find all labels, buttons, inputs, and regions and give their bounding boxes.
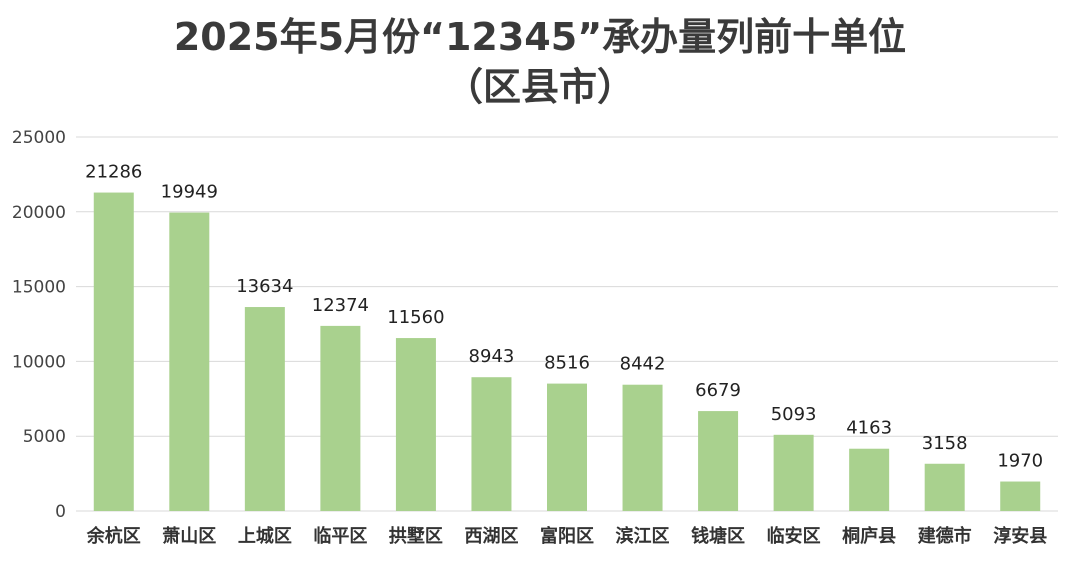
bar-6 — [471, 377, 512, 511]
data-label: 12374 — [312, 295, 369, 316]
data-label: 4163 — [846, 418, 892, 439]
data-label: 5093 — [771, 404, 817, 425]
bar-12 — [924, 463, 965, 511]
x-tick-label: 滨江区 — [616, 525, 670, 547]
bar-10 — [773, 434, 814, 511]
x-tick-label: 西湖区 — [464, 526, 518, 547]
data-label: 19949 — [161, 182, 218, 203]
data-label: 13634 — [236, 276, 293, 297]
data-label: 21286 — [85, 162, 142, 183]
x-tick-label: 萧山区 — [162, 526, 216, 547]
bar-5 — [395, 338, 436, 511]
x-tick-label: 建德市 — [918, 525, 972, 547]
x-tick-label: 拱墅区 — [389, 525, 443, 547]
y-tick-label: 15000 — [12, 278, 66, 298]
y-tick-label: 20000 — [12, 203, 66, 223]
bar-1 — [93, 192, 134, 511]
data-label: 8516 — [544, 353, 590, 374]
bar-9 — [698, 411, 739, 511]
y-tick-label: 10000 — [12, 352, 66, 372]
y-tick-label: 5000 — [23, 427, 66, 447]
x-tick-label: 临安区 — [767, 525, 821, 547]
bar-7 — [547, 383, 587, 511]
bar-3 — [244, 307, 285, 511]
bar-13 — [1000, 481, 1041, 511]
bar-11 — [849, 448, 890, 511]
bar-2 — [169, 212, 210, 511]
x-tick-label: 钱塘区 — [691, 525, 745, 547]
x-tick-label: 临平区 — [313, 525, 367, 547]
data-label: 3158 — [922, 433, 968, 454]
x-tick-label: 淳安县 — [993, 525, 1047, 547]
data-label: 6679 — [695, 380, 741, 401]
x-tick-label: 富阳区 — [540, 525, 594, 547]
bar-8 — [622, 384, 663, 511]
chart-subtitle: （区县市） — [444, 65, 635, 109]
bar-4 — [320, 325, 361, 511]
data-label: 8442 — [620, 354, 666, 375]
x-tick-label: 桐庐县 — [842, 525, 896, 547]
x-tick-label: 余杭区 — [86, 525, 141, 547]
data-label: 8943 — [469, 346, 515, 367]
data-label: 11560 — [387, 307, 444, 328]
chart-title: 2025年5月份“12345”承办量列前十单位 — [173, 15, 907, 59]
data-label: 1970 — [997, 451, 1043, 472]
y-tick-label: 25000 — [12, 128, 66, 148]
x-tick-label: 上城区 — [238, 525, 292, 547]
y-tick-label: 0 — [55, 502, 66, 522]
